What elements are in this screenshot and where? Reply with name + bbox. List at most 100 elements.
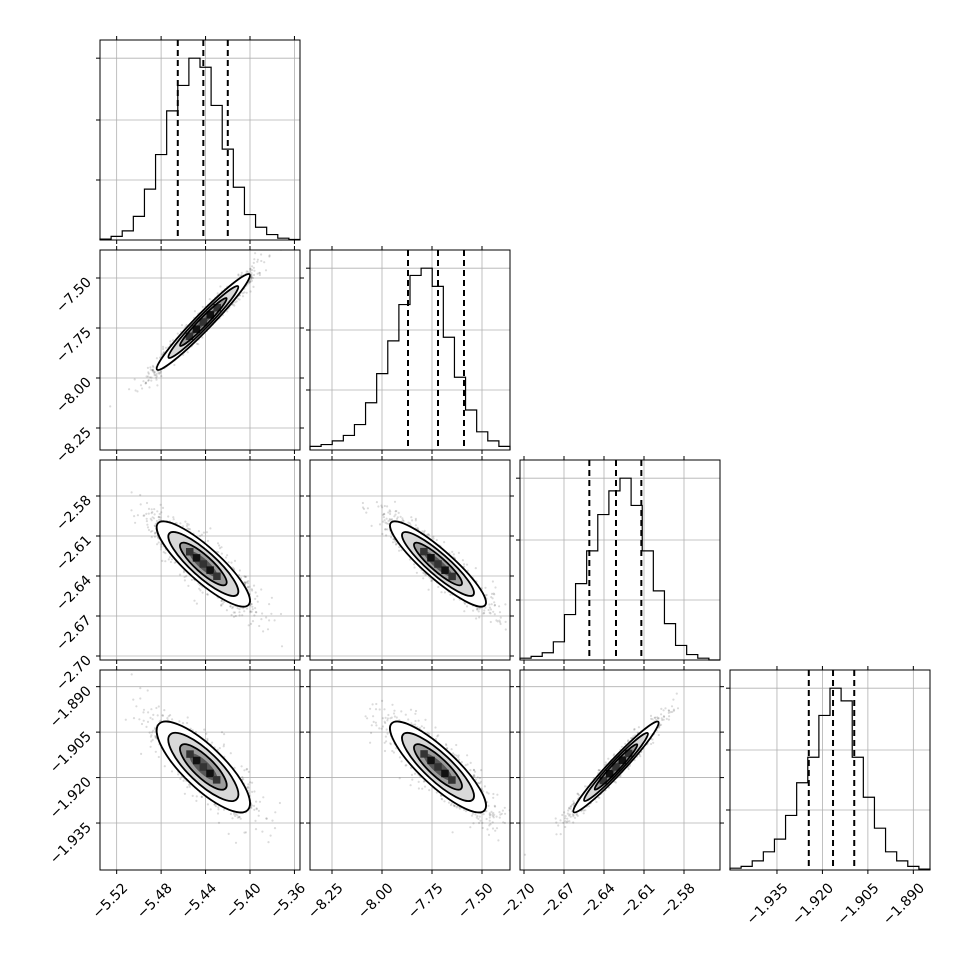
sample-point: [424, 573, 427, 577]
sample-point: [160, 546, 163, 549]
sample-point: [206, 593, 209, 596]
sample-point: [440, 591, 443, 594]
sample-point: [226, 310, 229, 313]
sample-point: [220, 604, 223, 607]
sample-point: [155, 357, 158, 360]
sample-point: [145, 517, 148, 520]
sample-point: [246, 785, 249, 788]
sample-point: [391, 541, 395, 544]
sample-point: [209, 527, 212, 530]
sample-point: [157, 515, 161, 519]
sample-point: [491, 580, 494, 583]
histogram-step: [519, 477, 720, 661]
sample-point: [146, 375, 150, 378]
sample-point: [435, 538, 438, 542]
sample-point: [218, 547, 222, 550]
sample-point: [478, 607, 481, 610]
density-block: [192, 554, 201, 562]
sample-point: [250, 275, 253, 278]
sample-point: [185, 323, 188, 327]
sample-point: [273, 619, 276, 622]
sample-point: [487, 608, 490, 612]
density-block: [448, 572, 456, 581]
sample-point: [133, 378, 136, 381]
sample-point: [361, 501, 364, 505]
sample-point: [249, 267, 252, 270]
sample-point: [498, 605, 501, 608]
grid-lines: [100, 40, 300, 240]
sample-point: [397, 511, 400, 514]
sample-point: [220, 603, 223, 607]
sample-point: [151, 369, 154, 372]
sample-point: [251, 605, 254, 608]
sample-point: [451, 550, 454, 554]
sample-point: [485, 593, 488, 597]
sample-point: [393, 500, 397, 503]
sample-point: [402, 519, 405, 523]
sample-point: [181, 525, 185, 528]
sample-point: [271, 819, 274, 822]
sample-point: [153, 524, 156, 527]
histogram-panel: [726, 669, 931, 871]
sample-point: [493, 593, 496, 596]
sample-point: [220, 731, 224, 734]
sample-point: [157, 371, 160, 374]
sample-point: [256, 260, 259, 263]
sample-point: [109, 405, 112, 408]
sample-point: [415, 571, 418, 574]
sample-point: [430, 579, 434, 582]
sample-point: [383, 504, 386, 508]
sample-point: [144, 382, 147, 385]
sample-point: [150, 508, 153, 511]
sample-point: [156, 543, 159, 546]
panel-frame: [519, 459, 721, 661]
sample-point: [199, 534, 202, 537]
sample-point: [151, 529, 154, 533]
sample-point: [160, 511, 163, 514]
sample-point: [178, 573, 182, 576]
sample-point: [265, 616, 268, 619]
sample-point: [482, 612, 485, 615]
sample-point: [256, 258, 259, 261]
sample-point: [461, 559, 464, 562]
sample-point: [260, 259, 263, 263]
sample-point: [413, 563, 416, 566]
sample-point: [463, 610, 466, 613]
sample-point: [443, 541, 446, 544]
sample-point: [254, 591, 257, 594]
sample-point: [157, 516, 160, 519]
sample-point: [201, 305, 204, 308]
grid-lines: [520, 460, 720, 660]
sample-point: [155, 372, 158, 375]
sample-point: [150, 536, 153, 539]
sample-point: [195, 342, 198, 345]
sample-point: [246, 586, 249, 589]
sample-point: [260, 253, 263, 256]
sample-point: [150, 511, 153, 515]
sample-point: [238, 608, 241, 611]
sample-point: [231, 605, 235, 609]
sample-point: [421, 530, 424, 533]
sample-point: [384, 528, 387, 531]
sample-point: [416, 526, 419, 529]
sample-point: [216, 292, 219, 295]
panel-frame: [99, 249, 301, 451]
sample-point: [387, 519, 390, 523]
sample-point: [432, 535, 435, 538]
sample-point: [158, 372, 161, 375]
sample-point: [274, 244, 276, 246]
sample-point: [268, 603, 271, 606]
sample-point: [220, 552, 223, 555]
sample-point: [246, 582, 250, 585]
sample-point: [138, 718, 141, 721]
sample-point: [222, 745, 225, 748]
sample-point: [152, 713, 155, 717]
sample-point: [254, 607, 257, 610]
histogram-panel: [96, 39, 301, 241]
sample-point: [475, 617, 478, 620]
contour-line: [179, 541, 228, 587]
sample-point: [463, 601, 466, 604]
sample-point: [220, 546, 223, 549]
sample-point: [230, 613, 233, 617]
sample-point: [499, 622, 502, 626]
